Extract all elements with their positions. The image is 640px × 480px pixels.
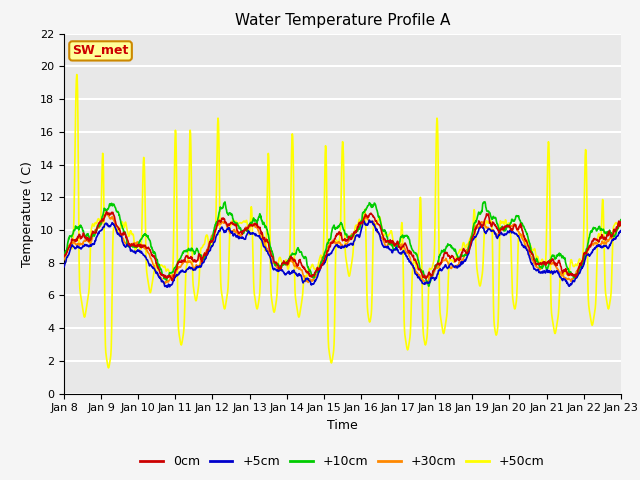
+10cm: [170, 265, 178, 271]
Legend: 0cm, +5cm, +10cm, +30cm, +50cm: 0cm, +5cm, +10cm, +30cm, +50cm: [135, 450, 550, 473]
0cm: [185, 255, 193, 261]
+30cm: [552, 263, 559, 268]
+5cm: [164, 284, 172, 290]
+5cm: [365, 217, 373, 223]
Y-axis label: Temperature ( C): Temperature ( C): [22, 161, 35, 266]
+5cm: [502, 232, 510, 238]
0cm: [552, 262, 559, 267]
+5cm: [184, 265, 192, 271]
+10cm: [184, 247, 191, 253]
+30cm: [429, 271, 437, 276]
+30cm: [422, 281, 430, 287]
Line: +30cm: +30cm: [64, 213, 621, 284]
+10cm: [425, 283, 433, 289]
+10cm: [221, 199, 229, 205]
+50cm: [552, 330, 559, 336]
Line: +5cm: +5cm: [64, 220, 621, 287]
+5cm: [246, 230, 254, 236]
+10cm: [552, 255, 559, 261]
Line: +50cm: +50cm: [64, 74, 621, 368]
+50cm: [429, 259, 437, 265]
+10cm: [617, 217, 625, 223]
+50cm: [73, 72, 81, 77]
+10cm: [246, 220, 254, 226]
0cm: [103, 209, 111, 215]
+50cm: [105, 365, 113, 371]
+50cm: [60, 255, 68, 261]
+30cm: [617, 220, 625, 226]
+5cm: [171, 275, 179, 281]
0cm: [168, 278, 176, 284]
Line: +10cm: +10cm: [64, 202, 621, 286]
+10cm: [502, 225, 510, 231]
+30cm: [184, 259, 192, 264]
+30cm: [104, 210, 111, 216]
X-axis label: Time: Time: [327, 419, 358, 432]
+50cm: [617, 220, 625, 226]
0cm: [429, 268, 437, 274]
Text: SW_met: SW_met: [72, 44, 129, 58]
+30cm: [171, 271, 179, 276]
0cm: [617, 219, 625, 225]
+50cm: [247, 208, 255, 214]
+30cm: [502, 225, 510, 230]
+50cm: [502, 219, 510, 225]
Line: 0cm: 0cm: [64, 212, 621, 281]
0cm: [247, 223, 255, 228]
+5cm: [429, 275, 437, 280]
+5cm: [552, 270, 559, 276]
Title: Water Temperature Profile A: Water Temperature Profile A: [235, 13, 450, 28]
+5cm: [60, 264, 68, 270]
+30cm: [60, 257, 68, 263]
0cm: [172, 268, 179, 274]
0cm: [60, 254, 68, 260]
+5cm: [617, 228, 625, 233]
+50cm: [172, 136, 179, 142]
0cm: [502, 223, 510, 228]
+10cm: [429, 267, 437, 273]
+30cm: [246, 224, 254, 229]
+50cm: [185, 215, 193, 221]
+10cm: [60, 251, 68, 257]
